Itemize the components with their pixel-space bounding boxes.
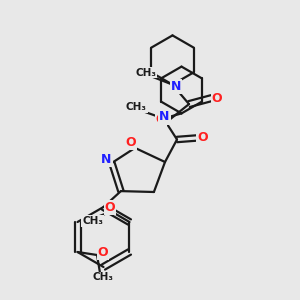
Text: CH₃: CH₃: [92, 272, 113, 283]
Text: CH₃: CH₃: [135, 68, 156, 78]
Text: O: O: [156, 112, 167, 126]
Text: O: O: [125, 136, 136, 149]
Text: O: O: [98, 245, 108, 259]
Text: O: O: [212, 92, 222, 105]
Text: CH₃: CH₃: [126, 102, 147, 112]
Text: O: O: [197, 131, 208, 144]
Text: N: N: [101, 153, 112, 167]
Text: O: O: [105, 201, 115, 214]
Text: N: N: [159, 110, 170, 124]
Text: CH₃: CH₃: [82, 216, 103, 226]
Text: N: N: [171, 80, 181, 93]
